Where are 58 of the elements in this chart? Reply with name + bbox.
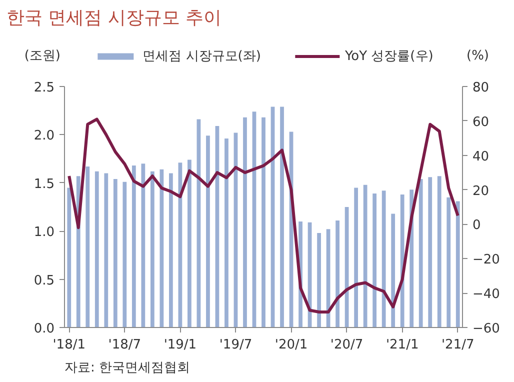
bar xyxy=(160,169,164,328)
bar xyxy=(446,197,451,328)
bar xyxy=(363,184,368,328)
bar xyxy=(428,177,432,328)
bar xyxy=(224,138,228,328)
bar xyxy=(437,176,442,328)
bar xyxy=(372,194,377,328)
bar xyxy=(243,117,247,328)
x-tick-label: '19/7 xyxy=(219,338,252,352)
bar xyxy=(150,171,154,328)
y-axis-title: (조원) xyxy=(24,48,61,64)
y2-tick-label: −40 xyxy=(472,287,500,302)
bar xyxy=(354,188,358,328)
x-tick-label: '18/1 xyxy=(52,338,86,352)
bar xyxy=(418,179,423,328)
legend-label: 면세점 시장규모(좌) xyxy=(142,48,261,64)
x-tick-label: '20/7 xyxy=(330,338,364,352)
bar xyxy=(67,188,72,328)
y2-axis-title: (%) xyxy=(466,48,489,64)
bar xyxy=(262,117,266,328)
bar xyxy=(169,173,173,328)
bar xyxy=(122,182,127,328)
legend-label: YoY 성장률(우) xyxy=(344,48,434,64)
y-tick-label: 0.5 xyxy=(34,273,55,288)
y2-tick-label: −20 xyxy=(472,252,500,268)
y2-tick-label: 0 xyxy=(472,218,481,234)
y2-tick-label: 40 xyxy=(472,149,490,164)
bar xyxy=(206,136,210,328)
line-series xyxy=(68,118,460,314)
y-tick-label: 1.5 xyxy=(34,176,55,192)
bar xyxy=(317,233,321,328)
y-tick-label: 2.0 xyxy=(34,128,55,144)
x-tick-label: '18/7 xyxy=(108,338,142,352)
text: 자료: 한국면세점협회 xyxy=(64,360,190,376)
bar xyxy=(391,214,396,328)
bar xyxy=(188,160,192,328)
bar xyxy=(456,201,460,328)
bar xyxy=(94,171,99,328)
bar xyxy=(382,190,386,328)
y-tick-label: 0.0 xyxy=(34,322,55,336)
x-tick-label: '19/1 xyxy=(164,338,197,352)
bar xyxy=(104,173,108,328)
x-tick-label: '21/1 xyxy=(386,338,419,352)
x-tick-label: '21/7 xyxy=(441,338,474,352)
bar xyxy=(113,179,118,328)
y-tick-label: 1.0 xyxy=(34,225,55,240)
bar xyxy=(86,166,90,328)
x-tick-label: '20/1 xyxy=(274,338,308,352)
chart-title: 한국 면세점 시장규모 추이 xyxy=(6,8,222,28)
y2-tick-label: 80 xyxy=(472,80,490,96)
y2-tick-label: 60 xyxy=(472,114,490,130)
bar xyxy=(336,220,340,328)
y2-tick-label: 20 xyxy=(472,184,490,199)
bar xyxy=(280,106,284,328)
bar xyxy=(132,166,136,328)
y-tick-label: 2.5 xyxy=(34,80,55,96)
bar xyxy=(141,164,146,328)
y2-tick-label: −60 xyxy=(472,322,500,336)
